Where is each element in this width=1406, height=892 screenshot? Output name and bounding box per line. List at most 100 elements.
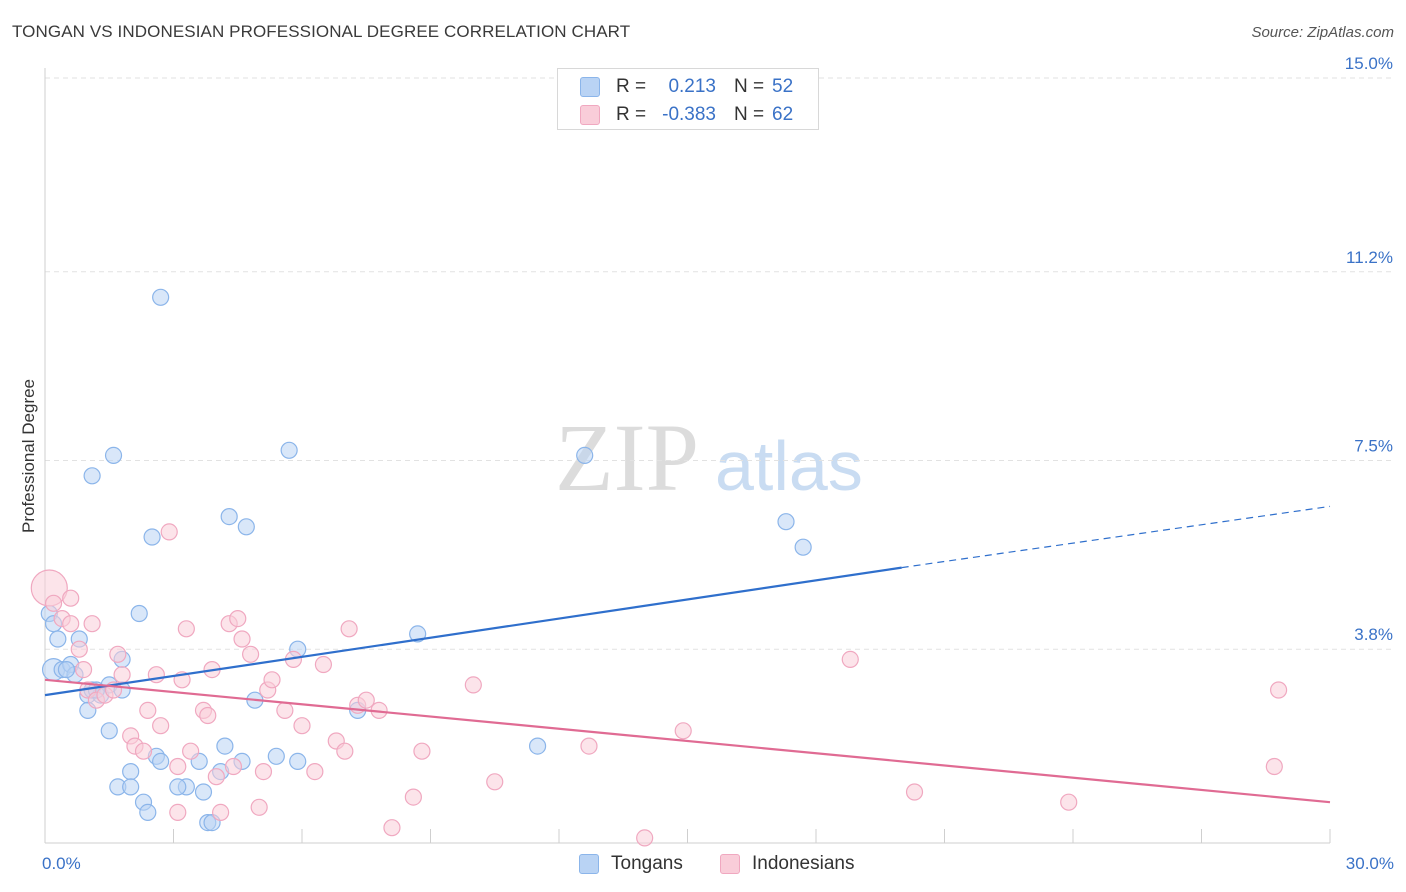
y-tick-label: 11.2% [1346, 248, 1393, 267]
point-tongans [794, 538, 812, 556]
source-label: Source: ZipAtlas.com [1251, 24, 1394, 41]
legend-swatch-indonesians [580, 105, 600, 125]
x-tick-label: 30.0% [1346, 854, 1394, 873]
point-indonesians [152, 717, 170, 735]
point-indonesians [674, 722, 692, 740]
point-indonesians [139, 701, 157, 720]
point-indonesians [113, 666, 131, 684]
point-tongans [139, 803, 157, 822]
y-tick-label: 15.0% [1345, 54, 1393, 73]
point-indonesians [464, 676, 482, 694]
point-tongans [216, 737, 234, 755]
point-indonesians [199, 706, 217, 725]
point-indonesians [1265, 757, 1283, 776]
legend-r-label: R = [616, 104, 647, 125]
point-indonesians [306, 762, 324, 781]
legend-n-value: 52 [772, 76, 794, 97]
point-indonesians [242, 645, 260, 663]
point-tongans [57, 660, 76, 679]
point-tongans [152, 752, 170, 771]
point-tongans [289, 752, 307, 771]
point-indonesians [250, 798, 268, 816]
point-indonesians [254, 762, 273, 781]
point-tongans [267, 747, 285, 765]
legend-r-value: -0.383 [662, 104, 716, 125]
point-indonesians [636, 829, 654, 847]
point-indonesians [413, 742, 431, 760]
x-tick-label: 0.0% [42, 854, 81, 873]
trendline-tongans [44, 566, 902, 697]
legend-n-value: 62 [772, 104, 794, 125]
point-tongans [122, 778, 140, 796]
point-tongans [130, 604, 148, 623]
point-indonesians [62, 615, 80, 633]
series-name-tongans: Tongans [611, 853, 683, 874]
grid-lines [45, 77, 1395, 650]
y-tick-label: 7.5% [1354, 437, 1393, 456]
point-indonesians [1060, 793, 1078, 811]
y-axis-label: Professional Degree [19, 379, 38, 533]
series-name-indonesians: Indonesians [752, 853, 855, 874]
point-indonesians [340, 620, 358, 638]
point-indonesians [263, 671, 281, 689]
point-indonesians [169, 803, 187, 822]
point-indonesians [336, 742, 354, 760]
legend-swatch-tongans [580, 77, 600, 97]
series-swatch-indonesians [720, 854, 740, 874]
point-indonesians [276, 701, 294, 720]
point-tongans [280, 441, 298, 459]
point-indonesians [44, 594, 63, 612]
legend-n-label: N = [734, 76, 765, 97]
chart-title: TONGAN VS INDONESIAN PROFESSIONAL DEGREE… [12, 22, 631, 41]
legend-n-label: N = [734, 104, 765, 125]
point-tongans [528, 737, 547, 755]
point-tongans [777, 513, 795, 531]
point-tongans [576, 446, 594, 464]
data-points [30, 288, 1288, 847]
point-tongans [49, 630, 67, 648]
point-indonesians [224, 757, 243, 776]
point-indonesians [74, 660, 93, 679]
tick-labels: 3.8% 7.5% 11.2% 15.0% 0.0% 30.0% [42, 54, 1394, 873]
trend-lines [44, 505, 1331, 804]
axes [44, 68, 1331, 844]
point-indonesians [134, 742, 153, 760]
point-tongans [220, 507, 238, 526]
point-indonesians [841, 650, 859, 669]
point-indonesians [207, 768, 225, 786]
y-tick-label: 3.8% [1354, 625, 1393, 644]
point-indonesians [212, 803, 230, 822]
point-indonesians [83, 615, 101, 633]
trendline-indonesians [44, 678, 1331, 804]
legend-row-indonesians: R = -0.383 N = 62 [558, 101, 818, 129]
point-indonesians [580, 737, 598, 755]
point-tongans [104, 446, 123, 464]
point-tongans [169, 778, 187, 796]
series-legend: Tongans Indonesians [0, 851, 1406, 879]
point-indonesians [182, 742, 200, 760]
watermark: ZIP atlas [555, 404, 863, 511]
point-indonesians [229, 609, 247, 628]
legend-r-label: R = [616, 76, 647, 97]
point-indonesians [160, 523, 178, 541]
correlation-legend: R = 0.213 N = 52 R = -0.383 N = 62 [557, 68, 819, 130]
point-indonesians [1269, 681, 1288, 699]
point-indonesians [177, 620, 195, 638]
point-indonesians [314, 655, 333, 674]
point-tongans [152, 288, 170, 306]
point-indonesians [486, 773, 504, 791]
point-indonesians [383, 819, 401, 837]
legend-r-value: 0.213 [668, 76, 716, 97]
point-indonesians [293, 717, 311, 735]
point-tongans [122, 762, 140, 781]
series-swatch-tongans [579, 854, 599, 874]
point-indonesians [233, 630, 251, 648]
point-tongans [237, 518, 255, 536]
trendline-extension-tongans [901, 505, 1331, 569]
point-indonesians [404, 788, 422, 806]
point-tongans [143, 528, 161, 546]
point-indonesians [357, 691, 375, 709]
point-tongans [83, 467, 101, 485]
legend-row-tongans: R = 0.213 N = 52 [558, 73, 818, 101]
